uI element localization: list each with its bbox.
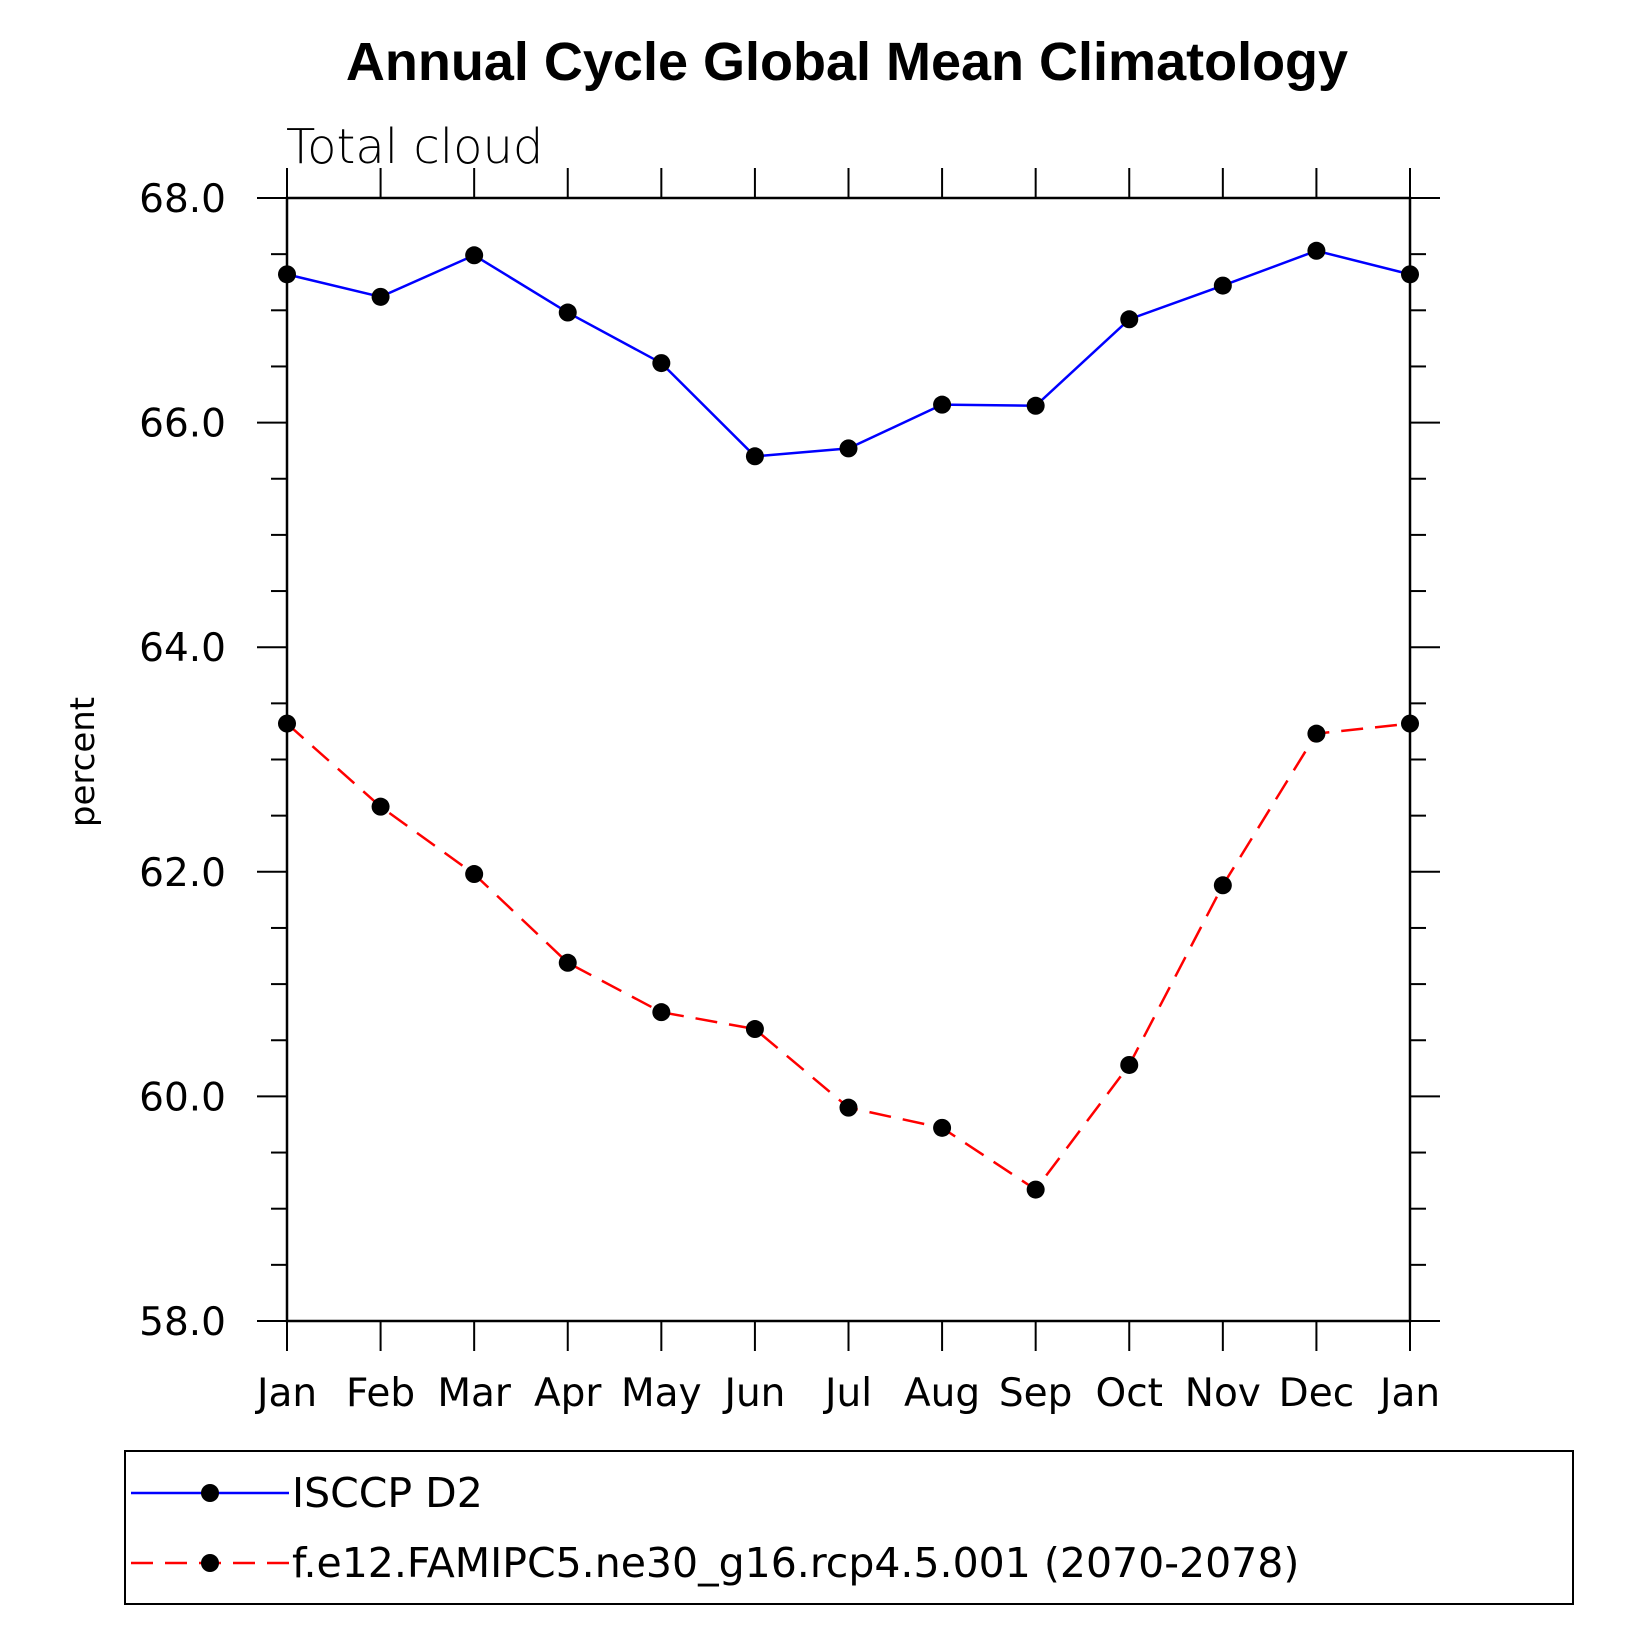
legend-marker-isccp (201, 1484, 219, 1502)
x-tick-label: Feb (346, 1371, 415, 1416)
x-tick-label: Oct (1096, 1371, 1163, 1416)
series-line-1 (286, 722, 1411, 1192)
chart-title: Annual Cycle Global Mean Climatology (346, 32, 1348, 92)
data-point-series-1 (1401, 714, 1419, 733)
x-axis: Jan Feb Mar Apr May Jun Jul Aug Sep Oct Nov Dec Jan (254, 168, 1440, 1416)
chart-subtitle: Total cloud (286, 119, 543, 175)
data-point-series-0 (371, 287, 390, 306)
plot-frame (285, 196, 1412, 1323)
legend-label-isccp: ISCCP D2 (292, 1469, 483, 1517)
data-point-series-0 (1026, 396, 1045, 415)
data-point-series-1 (652, 1003, 671, 1022)
data-point-series-1 (278, 714, 296, 733)
y-axis-label: percent (63, 697, 103, 827)
data-point-series-0 (839, 439, 858, 458)
legend: ISCCP D2 f.e12.FAMIPC5.ne30_g16.rcp4.5.0… (124, 1450, 1574, 1605)
data-point-series-0 (465, 246, 484, 265)
x-tick-label: Mar (437, 1371, 512, 1416)
data-point-series-0 (1120, 310, 1139, 329)
data-point-series-1 (1307, 724, 1326, 743)
data-point-series-1 (558, 953, 577, 972)
x-tick-label: Jan (1377, 1371, 1440, 1416)
x-tick-label: Aug (904, 1371, 980, 1416)
data-point-series-0 (745, 447, 764, 466)
y-tick-label: 64.0 (139, 626, 226, 671)
x-tick-label: Jul (822, 1371, 872, 1416)
plot-border (285, 196, 1412, 1323)
legend-marker-model (201, 1554, 219, 1572)
data-point-series-1 (465, 865, 484, 884)
x-tick-label: Apr (534, 1371, 602, 1416)
data-point-series-0 (652, 354, 671, 373)
data-point-series-1 (933, 1118, 952, 1137)
y-axis: 58.0 60.0 62.0 64.0 66.0 68.0 (139, 177, 1440, 1345)
data-point-series-1 (839, 1098, 858, 1117)
x-tick-label: May (621, 1371, 702, 1416)
data-point-series-1 (1120, 1055, 1139, 1074)
y-tick-label: 62.0 (139, 851, 226, 896)
x-tick-label: Jun (721, 1371, 785, 1416)
data-point-series-1 (745, 1020, 764, 1039)
data-point-series-0 (558, 303, 577, 322)
y-tick-label: 68.0 (139, 177, 226, 222)
y-tick-label: 66.0 (139, 402, 226, 447)
x-tick-label: Nov (1185, 1371, 1261, 1416)
data-point-series-1 (1213, 876, 1232, 895)
data-point-series-0 (933, 395, 952, 414)
x-tick-label: Sep (999, 1371, 1073, 1416)
series-layer (278, 241, 1419, 1199)
series-line-0 (286, 249, 1411, 458)
data-point-series-1 (1026, 1180, 1045, 1199)
x-tick-label: Dec (1279, 1371, 1354, 1416)
data-point-series-0 (1401, 265, 1419, 284)
data-point-series-0 (1307, 241, 1326, 260)
x-tick-label: Jan (254, 1371, 317, 1416)
legend-label-model: f.e12.FAMIPC5.ne30_g16.rcp4.5.001 (2070-… (292, 1539, 1299, 1587)
data-point-series-1 (371, 797, 390, 816)
y-tick-label: 60.0 (139, 1075, 226, 1120)
data-point-series-0 (1213, 276, 1232, 295)
y-tick-label: 58.0 (139, 1300, 226, 1345)
legend-box (124, 1450, 1574, 1605)
data-point-series-0 (278, 265, 296, 284)
